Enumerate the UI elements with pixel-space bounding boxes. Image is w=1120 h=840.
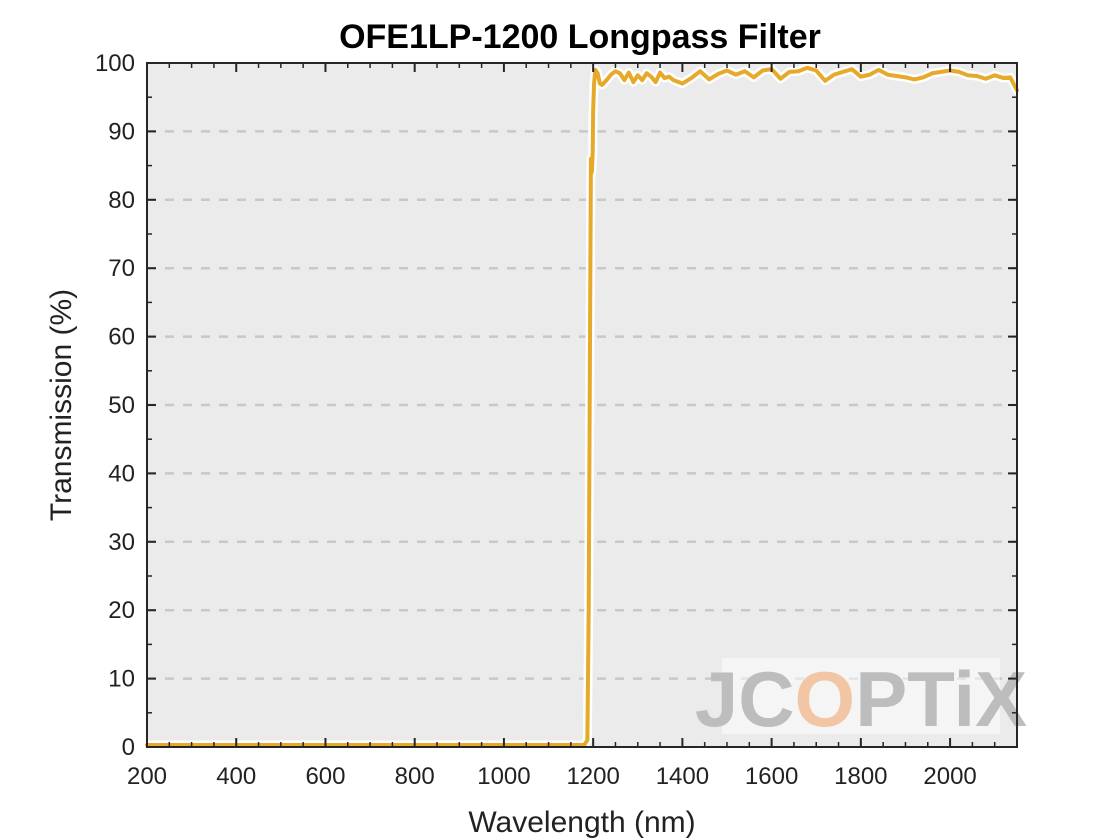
y-tick-label-0: 0 bbox=[122, 734, 135, 761]
y-axis-label: Transmission (%) bbox=[45, 289, 78, 521]
y-tick-label-90: 90 bbox=[108, 118, 135, 145]
chart-title: OFE1LP-1200 Longpass Filter bbox=[339, 18, 821, 56]
watermark-part-0: JC bbox=[695, 655, 795, 743]
x-tick-label-1600: 1600 bbox=[745, 763, 798, 790]
x-tick-label-800: 800 bbox=[395, 763, 435, 790]
tick-marks bbox=[146, 62, 1017, 748]
y-tick-labels: 0 10 20 30 40 50 60 70 80 90 100 bbox=[95, 50, 135, 761]
x-tick-label-200: 200 bbox=[127, 763, 167, 790]
watermark-backdrop bbox=[722, 658, 1000, 734]
x-tick-label-600: 600 bbox=[305, 763, 345, 790]
y-tick-label-30: 30 bbox=[108, 529, 135, 556]
grid-lines bbox=[147, 130, 1017, 680]
watermark-part-2: PTiX bbox=[855, 655, 1027, 743]
x-tick-label-1000: 1000 bbox=[477, 763, 530, 790]
x-tick-label-2000: 2000 bbox=[923, 763, 976, 790]
y-tick-label-20: 20 bbox=[108, 597, 135, 624]
watermark-logo: JCOPTiX bbox=[695, 655, 1027, 743]
x-axis-label: Wavelength (nm) bbox=[468, 806, 695, 839]
y-tick-label-40: 40 bbox=[108, 460, 135, 487]
y-tick-label-60: 60 bbox=[108, 324, 135, 351]
x-tick-label-1200: 1200 bbox=[566, 763, 619, 790]
x-tick-label-1400: 1400 bbox=[656, 763, 709, 790]
series-layer bbox=[142, 63, 1022, 750]
watermark-part-1: O bbox=[795, 655, 856, 743]
y-tick-label-10: 10 bbox=[108, 666, 135, 693]
watermark-text: JCOPTiX bbox=[695, 655, 1027, 743]
y-tick-label-80: 80 bbox=[108, 187, 135, 214]
series-line-0 bbox=[145, 65, 1019, 747]
y-tick-label-100: 100 bbox=[95, 50, 135, 77]
y-tick-label-70: 70 bbox=[108, 255, 135, 282]
y-tick-label-50: 50 bbox=[108, 392, 135, 419]
x-tick-label-1800: 1800 bbox=[834, 763, 887, 790]
x-tick-labels: 200 400 600 800 1000 1200 1400 1600 1800 2000 bbox=[127, 763, 977, 790]
x-tick-label-400: 400 bbox=[216, 763, 256, 790]
